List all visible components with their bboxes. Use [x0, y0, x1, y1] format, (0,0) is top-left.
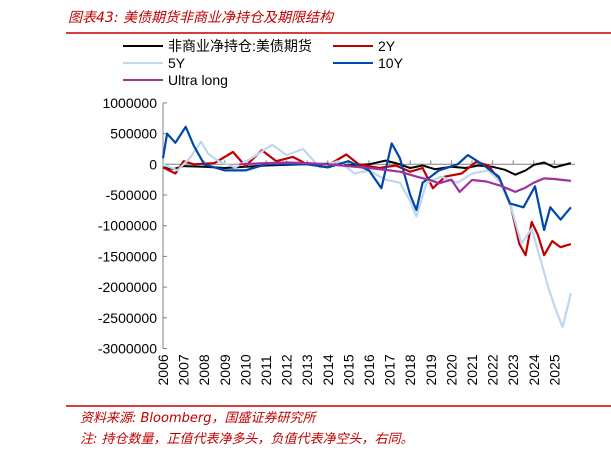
x-tick-label: 2006	[155, 354, 171, 385]
legend: 非商业净持仓:美债期货 2Y 5Y 10Y Ultra long	[123, 38, 404, 88]
x-tick-label: 2024	[526, 354, 542, 385]
x-tick-label: 2017	[382, 354, 398, 385]
x-tick-label: 2015	[340, 354, 356, 385]
legend-item: 5Y	[123, 55, 186, 71]
x-tick-label: 2011	[258, 355, 274, 385]
x-tick-label: 2020	[443, 354, 459, 385]
x-tick-label: 2019	[423, 354, 439, 385]
axes: 1000000 500000 0 -500000 -1000000 -1500000 -20…	[98, 95, 575, 386]
x-tick-label: 2010	[237, 354, 253, 385]
x-tick-label: 2018	[402, 354, 418, 385]
x-tick-label: 2023	[505, 354, 521, 385]
x-tick-label: 2022	[485, 354, 501, 385]
y-tick-label: 500000	[110, 126, 157, 142]
legend-item: 2Y	[333, 38, 396, 54]
source-note: 资料来源: Bloomberg，国盛证券研究所	[80, 410, 317, 426]
y-tick-label: -3000000	[98, 341, 157, 357]
series-line-2	[162, 140, 572, 329]
legend-item: 非商业净持仓:美债期货	[123, 38, 312, 54]
series-line-3	[161, 125, 572, 232]
x-tick-label: 2016	[361, 354, 377, 385]
y-tick-label: -2500000	[98, 310, 157, 326]
legend-label: Ultra long	[168, 72, 228, 88]
series-line-4	[239, 161, 572, 193]
legend-label: 2Y	[378, 38, 396, 54]
x-tick-label: 2012	[279, 354, 295, 385]
legend-label: 10Y	[378, 55, 404, 71]
legend-item: Ultra long	[123, 72, 228, 88]
y-tick-label: -500000	[106, 187, 158, 203]
legend-item: 10Y	[333, 55, 404, 71]
y-tick-label: 1000000	[102, 95, 157, 111]
x-tick-label: 2009	[217, 354, 233, 385]
x-tick-label: 2007	[176, 354, 192, 385]
x-tick-label: 2025	[546, 354, 562, 385]
x-tick-label: 2014	[320, 354, 336, 385]
series-lines	[161, 125, 572, 329]
y-tick-label: 0	[149, 156, 157, 172]
footnote: 注: 持仓数量，正值代表净多头，负值代表净空头，右同。	[80, 432, 414, 447]
legend-label: 非商业净持仓:美债期货	[168, 38, 312, 54]
y-tick-label: -1500000	[98, 248, 157, 264]
x-tick-label: 2008	[196, 354, 212, 385]
x-tick-label: 2013	[299, 354, 315, 385]
x-tick-label: 2021	[464, 354, 480, 385]
chart-title: 图表43: 美债期货非商业净持仓及期限结构	[68, 10, 335, 26]
legend-label: 5Y	[168, 55, 186, 71]
y-tick-label: -2000000	[98, 279, 157, 295]
y-tick-label: -1000000	[98, 218, 157, 234]
